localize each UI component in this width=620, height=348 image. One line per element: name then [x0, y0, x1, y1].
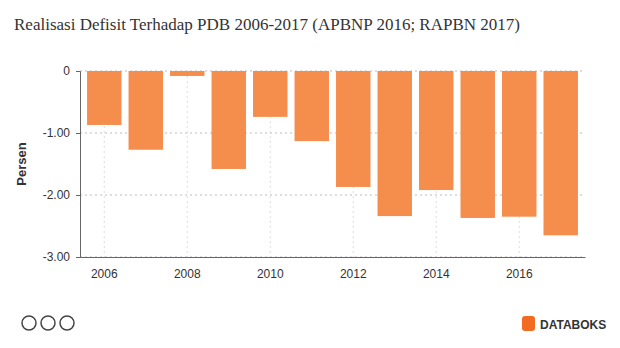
license-icons [22, 316, 74, 330]
y-axis-title: Persen [14, 142, 29, 185]
bar [170, 71, 204, 76]
tick: 2016 [506, 257, 533, 281]
bar [253, 71, 287, 117]
grid [80, 71, 585, 257]
tick-label: 2006 [91, 267, 118, 281]
tick-mark [76, 257, 80, 258]
tick: 2014 [423, 257, 450, 281]
bar [461, 71, 495, 218]
tick-mark [76, 133, 80, 134]
bar [336, 71, 370, 187]
tick-label: 0 [63, 64, 70, 78]
tick: 2010 [257, 257, 284, 281]
tick-label: 2014 [423, 267, 450, 281]
logo-mark [522, 316, 535, 331]
icon [41, 316, 55, 330]
bar [544, 71, 578, 235]
tick-label: 2008 [174, 267, 201, 281]
bar [295, 71, 329, 141]
bar [419, 71, 453, 190]
tick: 2012 [340, 257, 367, 281]
tick-label: 2016 [506, 267, 533, 281]
tick-label: -2.00 [43, 188, 71, 202]
tick: -3.00 [43, 250, 80, 264]
bar [87, 71, 121, 125]
icon [60, 316, 74, 330]
tick: 2008 [174, 257, 201, 281]
annotation: DATABOKS [540, 318, 606, 332]
y-axis: 0 -1.00 -2.00 -3.00 [43, 64, 81, 264]
tick-label: 2012 [340, 267, 367, 281]
title: Realisasi Defisit Terhadap PDB 2006-2017… [14, 15, 520, 34]
tick: 2006 [91, 257, 118, 281]
bar [212, 71, 246, 169]
axis-line [76, 72, 81, 258]
tick-label: -3.00 [43, 250, 71, 264]
grid-line [80, 257, 585, 258]
tick-label: 2010 [257, 267, 284, 281]
bars [87, 71, 578, 235]
bar [378, 71, 412, 216]
axis-line [81, 257, 586, 258]
x-axis: 2006 2008 2010 2012 2014 2016 [81, 257, 586, 281]
chart: Realisasi Defisit Terhadap PDB 2006-2017… [0, 0, 620, 348]
bar [129, 71, 163, 150]
tick-mark [76, 71, 80, 72]
tick-label: -1.00 [43, 126, 71, 140]
icon [22, 316, 36, 330]
tick: -2.00 [43, 188, 80, 202]
tick: 0 [63, 64, 80, 78]
tick-mark [76, 195, 80, 196]
tick: -1.00 [43, 126, 80, 140]
logo: DATABOKS [522, 316, 606, 332]
bar [502, 71, 536, 217]
grid-line [187, 71, 188, 257]
